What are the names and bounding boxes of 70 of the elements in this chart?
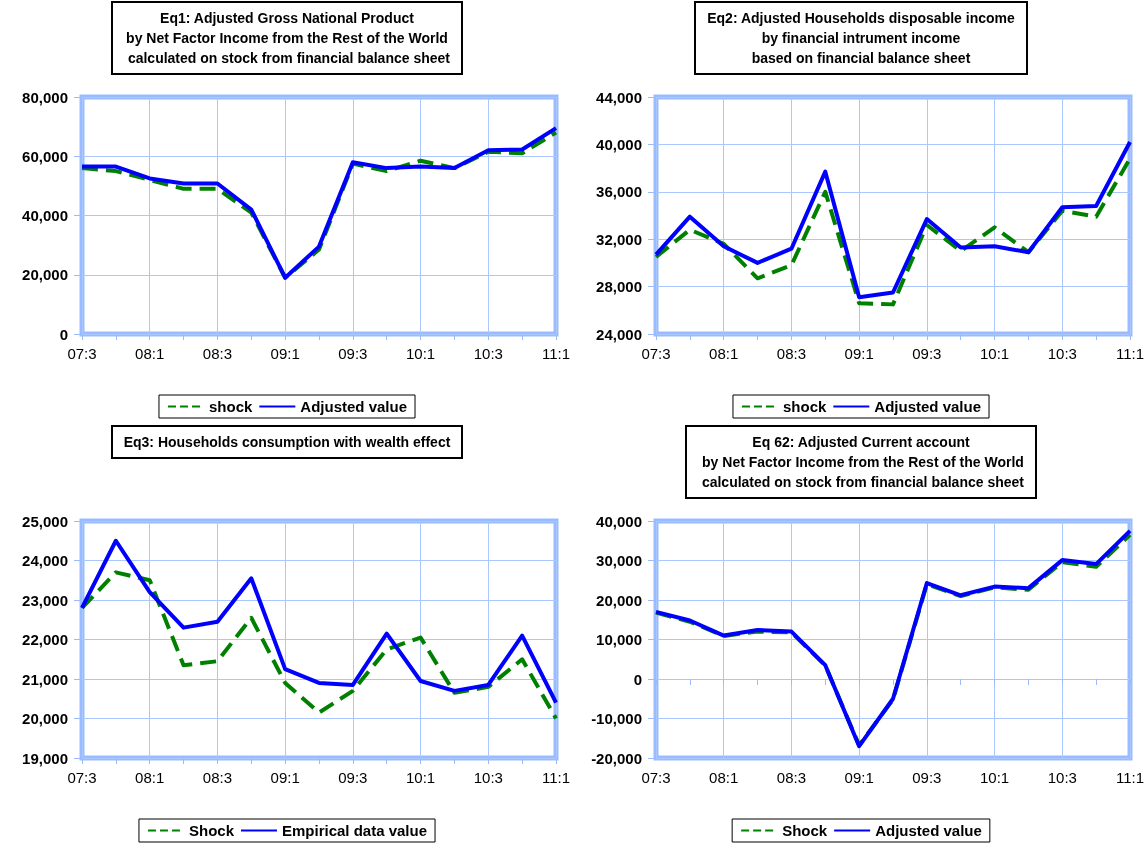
y-tick-label: 20,000: [22, 710, 68, 727]
x-tick-label: 07:3: [641, 345, 671, 362]
x-tick-label: 09:3: [912, 769, 942, 786]
x-tick-label: 10:3: [473, 345, 503, 362]
y-tick-label: 25,000: [22, 512, 68, 530]
x-tick-label: 09:3: [912, 345, 942, 362]
x-tick-label: 07:3: [67, 345, 97, 362]
y-tick-label: 19,000: [22, 749, 68, 767]
y-tick-label: 44,000: [596, 88, 642, 106]
legend-label: shock: [782, 398, 827, 415]
y-tick-label: 20,000: [22, 266, 68, 284]
y-tick-label: -10,000: [591, 710, 642, 727]
legend-label: Empirical data value: [281, 822, 428, 839]
x-tick-label: 10:3: [473, 769, 503, 786]
x-tick-label: 09:3: [338, 345, 368, 362]
x-tick-label: 10:1: [405, 345, 436, 362]
x-tick-label: 09:1: [270, 345, 300, 362]
y-tick-label: -20,000: [591, 749, 642, 767]
x-tick-label: 07:3: [641, 769, 671, 786]
x-tick-label: 11:1: [541, 345, 571, 362]
y-tick-label: 28,000: [596, 278, 642, 296]
y-tick-label: 23,000: [22, 591, 68, 609]
x-tick-label: 09:1: [844, 345, 874, 362]
y-tick-label: 24,000: [596, 325, 642, 343]
x-tick-label: 11:1: [1115, 769, 1145, 786]
x-tick-label: 09:1: [844, 769, 874, 786]
x-tick-label: 08:1: [709, 345, 739, 362]
legend-label: shock: [208, 398, 253, 415]
x-tick-label: 09:3: [338, 769, 368, 786]
x-tick-label: 08:1: [709, 769, 739, 786]
chart-title: Eq3: Households consumption with wealth effect: [123, 434, 451, 450]
x-tick-label: 09:1: [270, 769, 300, 786]
y-tick-label: 0: [59, 325, 68, 343]
x-tick-label: 10:1: [979, 769, 1010, 786]
x-tick-label: 08:1: [135, 769, 165, 786]
y-tick-label: 21,000: [22, 670, 68, 688]
legend-label: Adjusted value: [874, 398, 982, 415]
x-tick-label: 10:1: [979, 345, 1010, 362]
y-tick-label: 40,000: [596, 512, 642, 530]
y-tick-label: 22,000: [22, 631, 68, 648]
x-tick-label: 11:1: [1115, 345, 1145, 362]
x-tick-label: 10:1: [405, 769, 436, 786]
x-tick-label: 07:3: [67, 769, 97, 786]
x-tick-label: 11:1: [541, 769, 571, 786]
y-tick-label: 0: [633, 670, 642, 688]
x-tick-label: 08:3: [776, 769, 807, 786]
x-tick-label: 08:3: [202, 769, 233, 786]
x-tick-label: 08:1: [135, 345, 165, 362]
y-tick-label: 80,000: [22, 88, 68, 106]
y-tick-label: 32,000: [596, 230, 642, 248]
y-tick-label: 60,000: [22, 147, 68, 165]
y-tick-label: 30,000: [596, 552, 642, 569]
y-tick-label: 40,000: [22, 207, 68, 224]
legend-label: Shock: [782, 822, 828, 839]
y-tick-label: 40,000: [596, 135, 642, 153]
legend-label: Shock: [188, 822, 235, 839]
legend-label: Adjusted value: [300, 398, 408, 415]
y-tick-label: 36,000: [596, 183, 642, 201]
chart-title: Eq1: Adjusted Gross National Product by Net Factor Income from the Rest of the World calculated on stock from financial balance sheet: [124, 10, 451, 66]
y-tick-label: 24,000: [22, 552, 68, 569]
line-series: [80, 538, 558, 705]
x-tick-label: 10:3: [1047, 769, 1077, 786]
legend-label: Adjusted value: [875, 822, 982, 839]
chart-title: Eq2: Adjusted Households disposable income by financial intrument income based on financial balance sheet: [707, 10, 1015, 66]
chart-title: Eq 62: Adjusted Current account by Net Factor Income from the Rest of the World calculated on stock from financial balance sheet: [698, 434, 1025, 490]
y-tick-label: 20,000: [596, 591, 642, 609]
y-tick-label: 10,000: [596, 631, 642, 648]
x-tick-label: 08:3: [776, 345, 807, 362]
x-tick-label: 10:3: [1047, 345, 1077, 362]
x-tick-label: 08:3: [202, 345, 233, 362]
